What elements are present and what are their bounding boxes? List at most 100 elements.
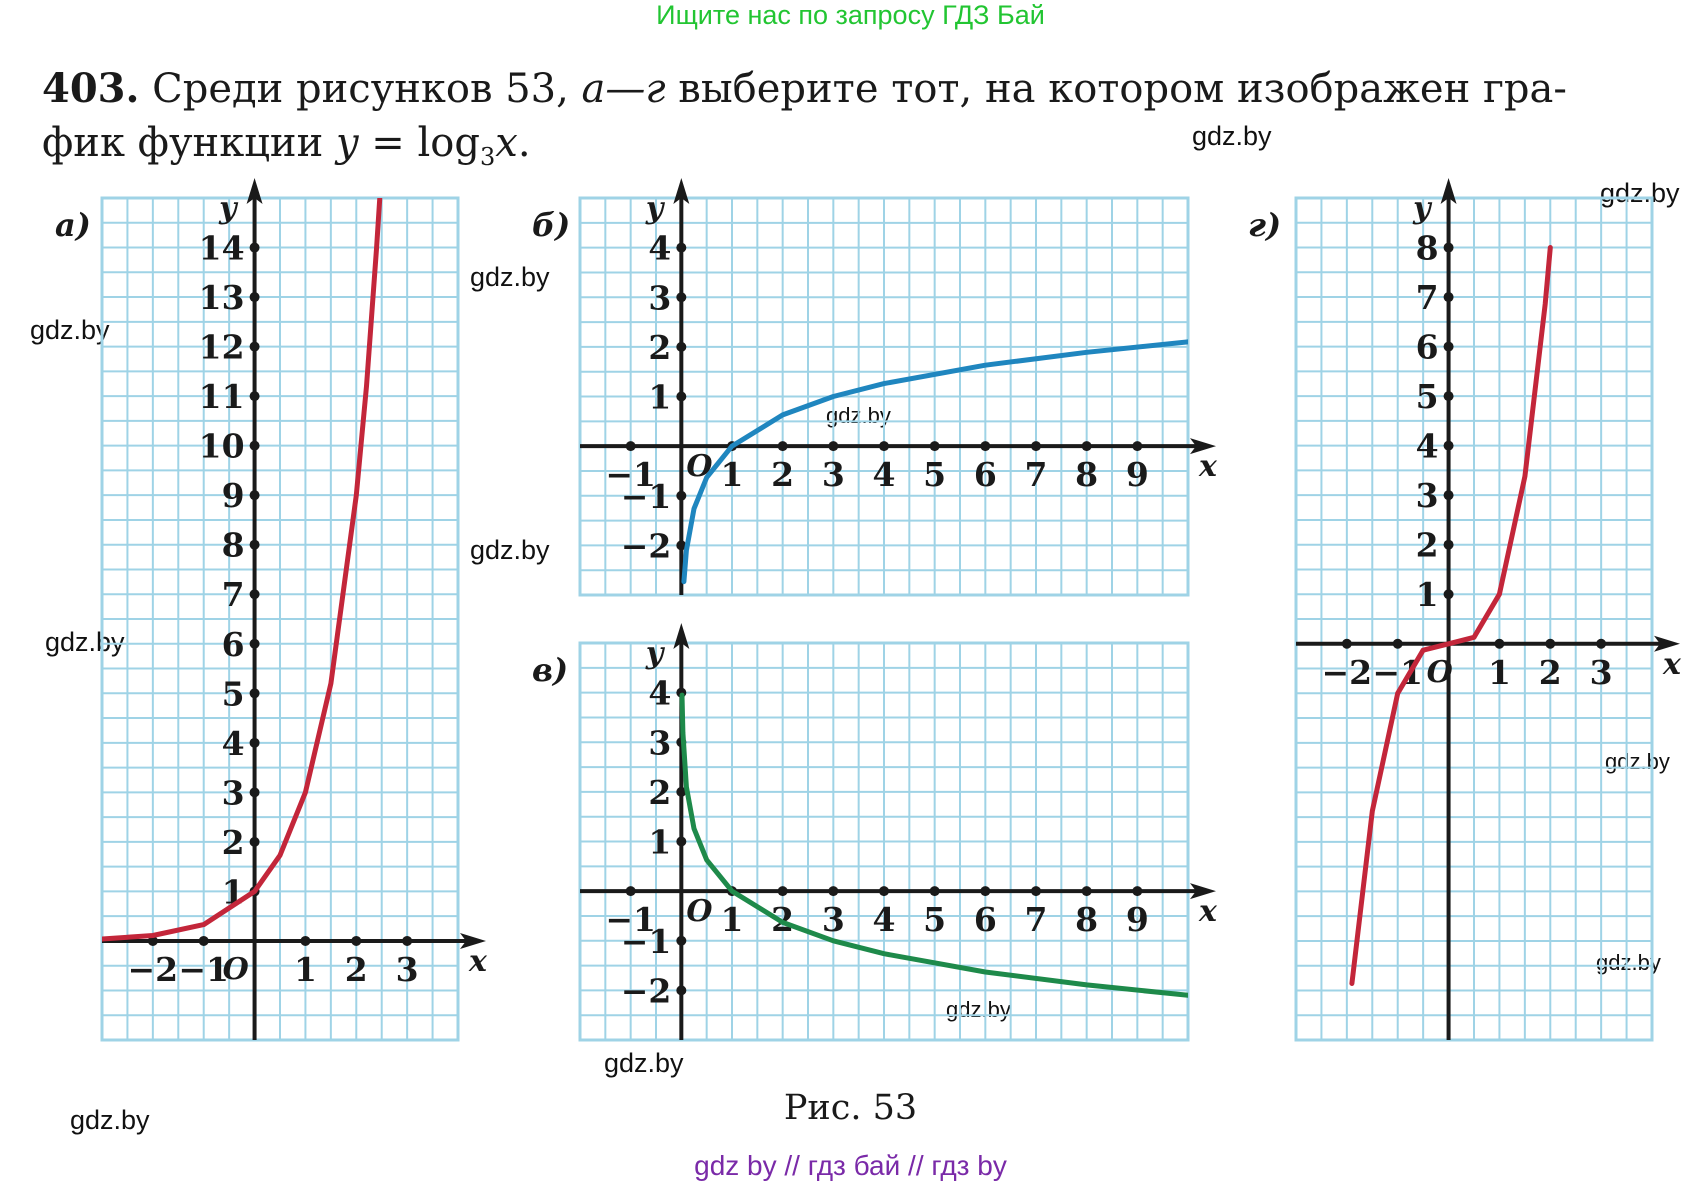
x-tick-dot [879, 441, 889, 452]
x-tick-label: −1 [605, 900, 656, 939]
x-tick-label: 6 [974, 900, 997, 939]
y-tick-label: −1 [621, 922, 672, 961]
x-tick-dot [879, 886, 889, 897]
watermark: gdz.by [604, 1048, 684, 1078]
y-tick-label: 6 [222, 625, 245, 664]
x-tick-label: −1 [1372, 653, 1423, 692]
y-tick-label: 8 [1416, 229, 1439, 268]
y-tick-label: 7 [222, 575, 245, 614]
y-tick-dot [676, 985, 687, 996]
watermark: gdz.by [1605, 749, 1670, 774]
x-tick-dot [300, 935, 311, 946]
y-tick-dot [676, 391, 687, 402]
x-tick-dot [1132, 441, 1143, 452]
y-tick-label: 2 [648, 773, 671, 812]
y-axis-arrow [1440, 178, 1457, 204]
x-tick-dot [1596, 638, 1607, 649]
x-tick-dot [828, 441, 839, 452]
x-tick-label: −1 [605, 455, 656, 494]
x-tick-dot [1545, 638, 1556, 649]
footer-links[interactable]: gdz by // гдз бай // гдз by [694, 1150, 1007, 1181]
x-tick-label: 5 [923, 900, 946, 939]
x-tick-dot [980, 441, 991, 452]
y-tick-dot [249, 242, 260, 253]
y-tick-dot [249, 787, 260, 798]
y-tick-label: 4 [1416, 427, 1439, 466]
y-tick-label: 3 [648, 723, 671, 762]
x-tick-dot [1494, 638, 1505, 649]
y-tick-label: 3 [222, 773, 245, 812]
y-tick-label: 1 [648, 823, 671, 862]
x-tick-dot [1031, 886, 1041, 897]
x-axis-arrow [460, 932, 486, 949]
y-tick-dot [249, 638, 260, 649]
x-tick-label: 2 [771, 455, 794, 494]
x-tick-dot [402, 935, 413, 946]
x-tick-label: 8 [1075, 455, 1098, 494]
x-tick-label: 5 [923, 455, 946, 494]
header-link-text[interactable]: Ищите нас по запросу ГДЗ Бай [656, 0, 1045, 30]
y-tick-label: −2 [621, 526, 672, 565]
y-tick-dot [676, 292, 687, 303]
x-axis-arrow [1190, 883, 1216, 900]
watermark: gdz.by [470, 535, 550, 565]
problem-statement: 403. Среди рисунков 53, а—г выберите тот… [42, 62, 1662, 184]
x-tick-dot [1132, 886, 1143, 897]
y-tick-label: −2 [621, 971, 672, 1010]
y-tick-dot [1443, 242, 1454, 253]
x-axis-label: x [1198, 449, 1218, 484]
y-tick-dot [676, 242, 687, 253]
x-tick-dot [198, 935, 209, 946]
y-axis-arrow [673, 178, 690, 204]
y-tick-label: 9 [222, 476, 245, 515]
problem-number: 403. [42, 65, 140, 112]
y-tick-dot [249, 292, 260, 303]
figure-caption: Рис. 53 [783, 1088, 918, 1128]
y-axis-arrow [673, 623, 690, 649]
watermark: gdz.by [1596, 950, 1661, 975]
problem-range: а—г [581, 66, 666, 112]
watermark: gdz.by [1192, 121, 1272, 151]
y-tick-dot [676, 935, 687, 946]
y-tick-dot [249, 737, 260, 748]
y-tick-dot [1443, 391, 1454, 402]
x-tick-dot [980, 886, 991, 897]
y-tick-dot [1443, 292, 1454, 303]
x-tick-label: 3 [396, 950, 419, 989]
watermark: gdz.by [70, 1105, 150, 1135]
x-tick-dot [777, 441, 788, 452]
x-tick-label: 7 [1025, 900, 1048, 939]
grid-border [578, 641, 1190, 1042]
x-tick-label: 2 [345, 950, 368, 989]
x-tick-dot [1392, 638, 1403, 649]
panel-label: в) [532, 651, 568, 689]
y-tick-label: 4 [222, 724, 245, 763]
x-tick-label: 1 [721, 455, 744, 494]
y-tick-label: 3 [1416, 476, 1439, 515]
y-tick-label: 1 [648, 378, 671, 417]
x-tick-label: −2 [1322, 653, 1373, 692]
grid-border [1294, 196, 1654, 1042]
x-tick-dot [828, 886, 839, 897]
y-tick-label: 6 [1416, 328, 1439, 367]
watermark: gdz.by [946, 997, 1011, 1022]
x-tick-label: 3 [822, 455, 845, 494]
y-tick-label: 2 [222, 823, 245, 862]
watermark: gdz.by [45, 627, 125, 657]
y-axis-label: y [645, 636, 666, 671]
y-tick-dot [676, 490, 687, 501]
x-axis-label: x [1198, 894, 1218, 929]
y-tick-dot [1443, 539, 1454, 550]
y-tick-label: 11 [199, 377, 245, 416]
series-line [1349, 245, 1553, 986]
series-line [102, 198, 383, 942]
formula-end: . [517, 120, 531, 166]
origin-label: O [1427, 655, 1453, 690]
y-tick-dot [676, 786, 687, 797]
y-tick-label: 5 [1416, 377, 1439, 416]
y-axis-label: y [645, 191, 666, 226]
y-tick-label: 12 [199, 328, 245, 367]
x-tick-dot [777, 886, 788, 897]
